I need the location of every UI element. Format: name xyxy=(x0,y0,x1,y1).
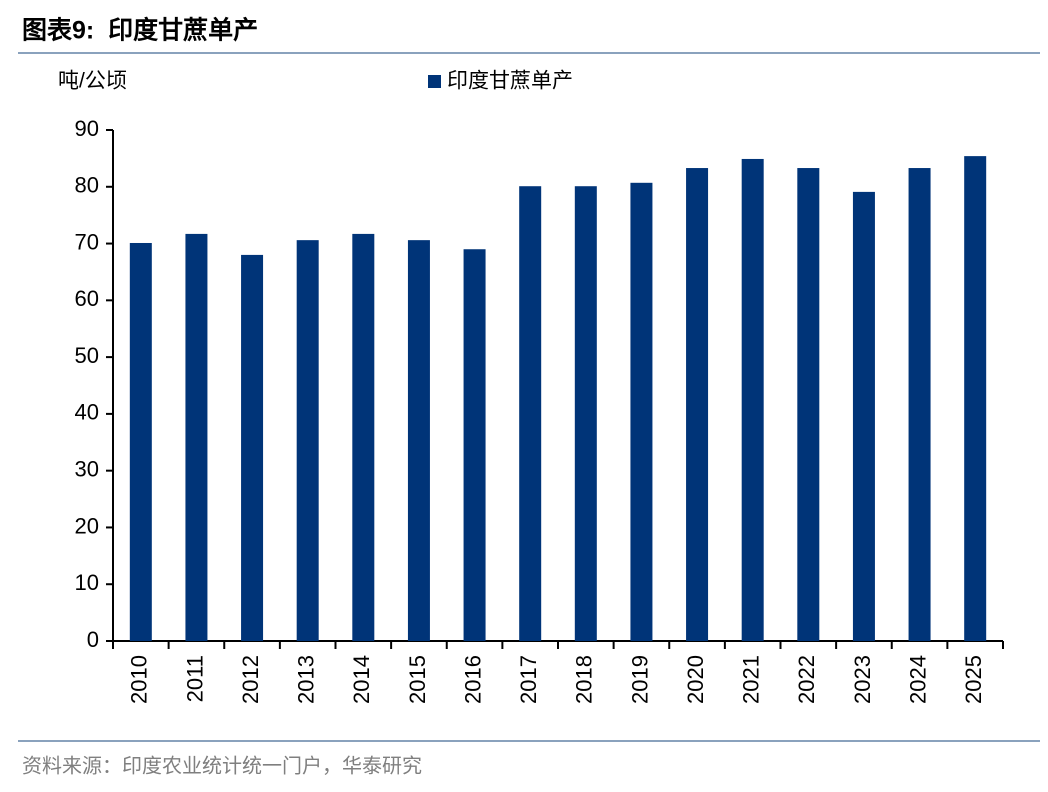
bar xyxy=(352,233,375,642)
x-tick-label: 2021 xyxy=(739,655,764,704)
bar xyxy=(741,158,764,641)
y-tick-label: 30 xyxy=(75,456,99,481)
bar xyxy=(241,254,264,641)
bar xyxy=(129,242,152,641)
x-tick-label: 2014 xyxy=(349,655,374,704)
x-tick-label: 2016 xyxy=(460,655,485,704)
y-tick-label: 20 xyxy=(75,513,99,538)
bar xyxy=(519,186,542,641)
x-tick-label: 2013 xyxy=(294,655,319,704)
bar xyxy=(630,182,653,641)
y-axis-label: 吨/公顷 xyxy=(58,70,127,93)
bar xyxy=(407,240,430,641)
y-tick-label: 60 xyxy=(75,286,99,311)
bar xyxy=(797,168,820,641)
bar xyxy=(296,240,319,641)
legend-label: 印度甘蔗单产 xyxy=(447,70,573,93)
chart-title: 图表9: 印度甘蔗单产 xyxy=(22,16,258,45)
source-note: 资料来源：印度农业统计统一门户，华泰研究 xyxy=(22,754,422,777)
bar xyxy=(908,168,931,641)
x-tick-label: 2023 xyxy=(850,655,875,704)
y-tick-label: 70 xyxy=(75,229,99,254)
bar xyxy=(686,168,709,641)
y-tick-label: 40 xyxy=(75,400,99,425)
x-tick-label: 2017 xyxy=(516,655,541,704)
x-tick-label: 2012 xyxy=(238,655,263,704)
x-tick-label: 2020 xyxy=(683,655,708,704)
bar xyxy=(574,186,597,641)
x-tick-label: 2010 xyxy=(127,655,152,704)
bar xyxy=(964,156,987,641)
legend-swatch xyxy=(428,75,441,88)
x-tick-label: 2019 xyxy=(627,655,652,704)
bar xyxy=(463,249,486,641)
x-tick-label: 2018 xyxy=(572,655,597,704)
x-tick-label: 2024 xyxy=(905,655,930,704)
y-tick-label: 50 xyxy=(75,343,99,368)
y-tick-label: 0 xyxy=(87,627,99,652)
x-tick-label: 2011 xyxy=(182,655,207,702)
y-tick-label: 80 xyxy=(75,173,99,198)
bar xyxy=(185,233,208,642)
x-tick-label: 2015 xyxy=(405,655,430,704)
y-tick-label: 10 xyxy=(75,570,99,595)
x-tick-label: 2022 xyxy=(794,655,819,704)
y-tick-label: 90 xyxy=(75,116,99,141)
bar xyxy=(852,191,875,642)
x-tick-label: 2025 xyxy=(961,655,986,704)
